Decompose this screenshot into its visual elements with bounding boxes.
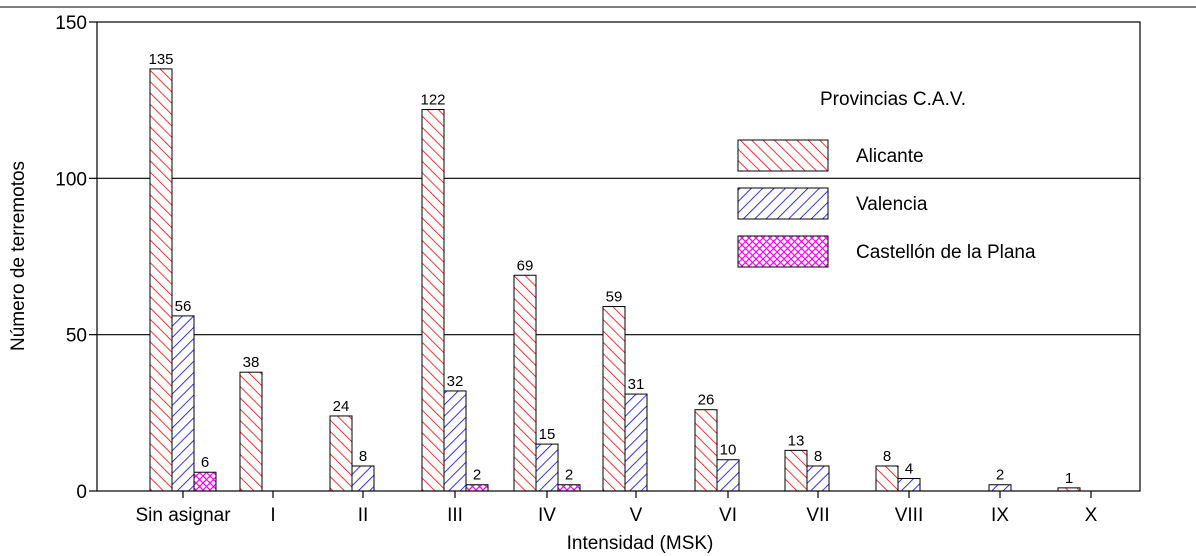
data-label: 2 [565, 467, 573, 484]
plot-frame [96, 21, 1141, 492]
data-label: 31 [628, 376, 645, 393]
data-label: 26 [698, 392, 715, 409]
y-tick-label: 50 [66, 326, 87, 347]
data-label: 24 [333, 398, 350, 415]
data-label: 8 [359, 448, 367, 465]
x-tick-label: III [447, 505, 463, 526]
bar-valencia-4 [535, 443, 559, 492]
data-label: 122 [420, 92, 445, 109]
bar-valencia-7 [806, 465, 830, 492]
data-label: 1 [1065, 470, 1073, 487]
bar-castell-n-de-la-plana-0 [193, 471, 217, 492]
bar-alicante-2 [329, 415, 353, 492]
data-label: 10 [720, 442, 737, 459]
bar-valencia-8 [897, 477, 921, 492]
data-label: 4 [905, 460, 913, 477]
x-tick-label: I [270, 505, 275, 526]
x-tick-label: VI [719, 505, 737, 526]
bar-valencia-0 [171, 315, 195, 492]
data-label: 56 [175, 298, 192, 315]
bar-alicante-7 [784, 449, 808, 492]
bar-valencia-9 [988, 484, 1012, 492]
legend-swatch [737, 139, 829, 172]
x-axis-title: Intensidad (MSK) [567, 533, 714, 554]
x-tick-label: II [358, 505, 369, 526]
legend-label: Alicante [856, 146, 924, 167]
data-label: 32 [447, 373, 464, 390]
x-tick-label: VII [806, 505, 829, 526]
data-label: 135 [148, 51, 173, 68]
y-axis-title: Número de terremotos [8, 161, 29, 351]
data-label: 8 [814, 448, 822, 465]
legend-label: Valencia [856, 194, 928, 215]
data-label: 8 [883, 448, 891, 465]
data-label: 69 [517, 257, 534, 274]
legend-swatch [737, 187, 829, 220]
bar-alicante-1 [239, 371, 263, 492]
data-label: 15 [539, 426, 556, 443]
legend-label: Castellón de la Plana [856, 242, 1036, 263]
bar-valencia-6 [716, 459, 740, 492]
bar-castell-n-de-la-plana-4 [557, 484, 581, 492]
bar-alicante-0 [149, 68, 173, 492]
bar-alicante-8 [875, 465, 899, 492]
legend-swatch [737, 235, 829, 268]
bar-valencia-3 [443, 390, 467, 492]
x-tick-label: Sin asignar [135, 505, 231, 526]
x-tick-label: X [1085, 505, 1098, 526]
bar-castell-n-de-la-plana-3 [465, 484, 489, 492]
data-label: 2 [996, 467, 1004, 484]
y-tick-label: 150 [55, 13, 87, 34]
y-tick-label: 100 [55, 169, 87, 190]
x-tick-label: V [630, 505, 643, 526]
y-tick-label: 0 [76, 482, 87, 503]
bars [149, 68, 1081, 492]
data-label: 2 [473, 467, 481, 484]
legend-title: Provincias C.A.V. [820, 89, 966, 110]
x-tick-label: VIII [895, 505, 924, 526]
data-label: 38 [243, 354, 260, 371]
data-label: 59 [606, 289, 623, 306]
x-tick-label: IX [991, 505, 1009, 526]
bar-valencia-5 [624, 393, 648, 492]
bar-alicante-5 [602, 306, 626, 492]
bar-valencia-2 [351, 465, 375, 492]
data-label: 6 [201, 454, 209, 471]
data-label: 13 [788, 432, 805, 449]
bar-alicante-6 [694, 409, 718, 492]
legend: Provincias C.A.V. Alicante Valencia Castel… [737, 89, 1036, 268]
bar-alicante-4 [513, 274, 537, 492]
x-tick-label: IV [538, 505, 556, 526]
bar-alicante-3 [421, 109, 445, 492]
